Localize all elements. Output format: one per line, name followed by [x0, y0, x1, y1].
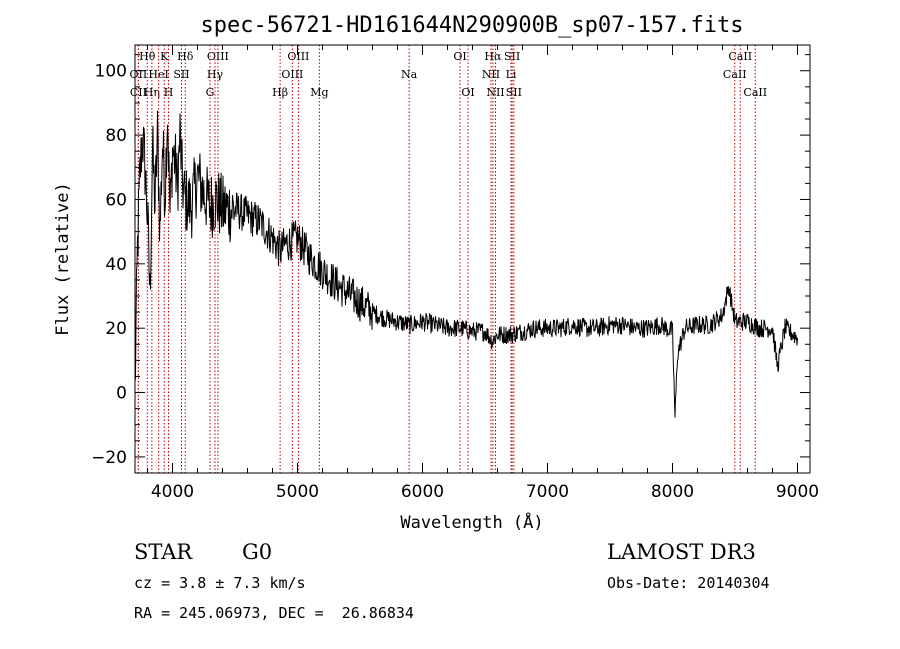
x-tick-label: 5000	[276, 482, 319, 502]
spectral-line-label: NII	[482, 68, 500, 81]
x-tick-label: 8000	[651, 482, 694, 502]
x-tick-label: 7000	[526, 482, 569, 502]
x-tick-label: 6000	[401, 482, 444, 502]
plot-frame	[134, 44, 811, 474]
spectral-line-label: CaII	[728, 50, 752, 63]
y-axis-label: Flux (relative)	[53, 182, 73, 336]
axis-ticks: 4000 5000 6000 7000 8000 9000 −20 0 20 40 60 80 100	[91, 45, 819, 502]
spectral-line-label: Hδ	[177, 50, 194, 63]
y-tick-label: 80	[105, 126, 127, 146]
spectral-line-label: H	[164, 86, 174, 99]
spectral-line-label: K	[160, 50, 169, 63]
spectral-line-label: G	[206, 86, 215, 99]
y-tick-label: 100	[95, 62, 127, 82]
x-tick-label: 4000	[151, 482, 194, 502]
spectral-line-label: CaII	[723, 68, 747, 81]
spectral-line-label: Hγ	[207, 68, 224, 81]
object-class: STAR	[134, 540, 193, 564]
spectral-line-label: Mg	[310, 86, 328, 99]
obs-date: Obs-Date: 20140304	[607, 574, 770, 592]
x-tick-label: 9000	[776, 482, 819, 502]
spectral-line-label: CII	[130, 86, 147, 99]
chart-title: spec-56721-HD161644N290900B_sp07-157.fit…	[200, 13, 743, 38]
object-subclass: G0	[242, 540, 273, 564]
spectral-line-label: NII	[486, 86, 504, 99]
spectral-line-label: SII	[173, 68, 189, 81]
y-tick-label: 0	[116, 384, 127, 404]
spectral-line-label: Na	[401, 68, 418, 81]
spectral-line-label: HeI	[148, 68, 168, 81]
spectral-line-label: Li	[506, 68, 517, 81]
spectral-line-label: Hθ	[139, 50, 156, 63]
spectral-line-label: OI	[453, 50, 466, 63]
spectrum-series-line	[134, 110, 798, 418]
spectral-line-label: Hη	[144, 86, 160, 99]
spectral-line-label: Hα	[484, 50, 502, 63]
spectral-line-label: OIII	[281, 68, 303, 81]
spectral-line-label: SII	[506, 86, 522, 99]
spectral-line-label: OIII	[207, 50, 229, 63]
y-tick-label: 40	[105, 255, 127, 275]
y-tick-label: 60	[105, 190, 127, 210]
y-tick-label: −20	[91, 448, 127, 468]
spectral-line-label: CaII	[743, 86, 767, 99]
y-tick-label: 20	[105, 319, 127, 339]
spectral-line-label: OI	[461, 86, 474, 99]
redshift-text: cz = 3.8 ± 7.3 km/s	[134, 574, 306, 592]
spectrum-layer	[134, 110, 798, 418]
spectral-line-label: SII	[504, 50, 520, 63]
spectral-line-label: Hβ	[272, 86, 288, 99]
spectral-line-label: OIII	[287, 50, 309, 63]
x-axis-label: Wavelength (Å)	[400, 511, 543, 533]
coordinates-text: RA = 245.06973, DEC = 26.86834	[134, 604, 414, 622]
survey-name: LAMOST DR3	[607, 540, 756, 564]
